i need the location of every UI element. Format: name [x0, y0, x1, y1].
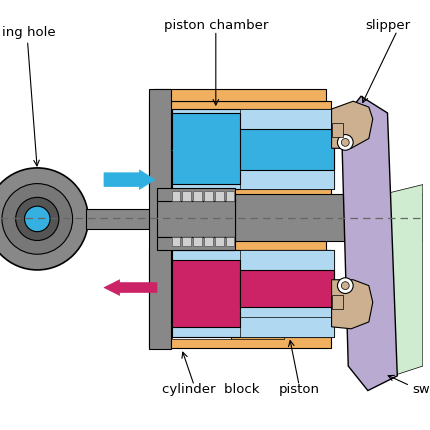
Text: piston chamber: piston chamber	[163, 19, 267, 32]
Circle shape	[341, 139, 348, 147]
Bar	[193, 192, 202, 202]
Bar	[331, 296, 343, 310]
Bar	[240, 129, 333, 170]
Bar	[225, 192, 234, 202]
Bar	[171, 251, 333, 337]
Bar	[240, 270, 333, 307]
Bar	[149, 102, 330, 200]
Polygon shape	[341, 97, 396, 391]
Bar	[171, 237, 180, 247]
Circle shape	[2, 184, 72, 255]
Bar	[331, 123, 343, 137]
Bar	[157, 188, 235, 202]
Bar	[240, 110, 333, 129]
Bar	[182, 192, 191, 202]
Circle shape	[341, 282, 348, 290]
Circle shape	[0, 169, 88, 270]
Bar	[149, 90, 170, 350]
Text: cylinder  block: cylinder block	[162, 383, 259, 396]
Bar	[230, 169, 284, 190]
FancyArrow shape	[104, 170, 155, 190]
Text: sw: sw	[411, 383, 429, 396]
Bar	[240, 170, 333, 190]
FancyArrow shape	[104, 280, 157, 296]
Bar	[240, 317, 333, 337]
Polygon shape	[331, 102, 372, 149]
Bar	[240, 251, 333, 270]
Bar	[193, 237, 202, 247]
Bar	[149, 251, 330, 349]
Bar	[182, 237, 191, 247]
Bar	[171, 192, 180, 202]
Bar	[230, 251, 284, 272]
Circle shape	[337, 135, 352, 151]
Bar	[225, 237, 234, 247]
Bar	[171, 251, 230, 339]
Bar	[214, 192, 223, 202]
Bar	[214, 237, 223, 247]
Bar	[157, 200, 235, 237]
Circle shape	[15, 198, 59, 241]
Bar	[171, 261, 240, 327]
Bar	[171, 114, 240, 184]
Bar	[154, 90, 325, 102]
Bar	[230, 317, 284, 339]
Bar	[203, 237, 212, 247]
Text: slipper: slipper	[364, 19, 409, 32]
Bar	[203, 192, 212, 202]
Bar	[86, 209, 157, 229]
Circle shape	[337, 278, 352, 294]
Bar	[230, 110, 284, 129]
Bar	[171, 110, 230, 198]
Text: piston: piston	[278, 383, 319, 396]
Circle shape	[25, 207, 50, 232]
Polygon shape	[362, 185, 422, 381]
Bar	[154, 239, 325, 251]
Bar	[171, 110, 333, 190]
Polygon shape	[331, 280, 372, 329]
Bar	[157, 237, 235, 251]
Bar	[235, 195, 426, 242]
Polygon shape	[171, 131, 240, 172]
Text: ing hole: ing hole	[2, 26, 55, 39]
